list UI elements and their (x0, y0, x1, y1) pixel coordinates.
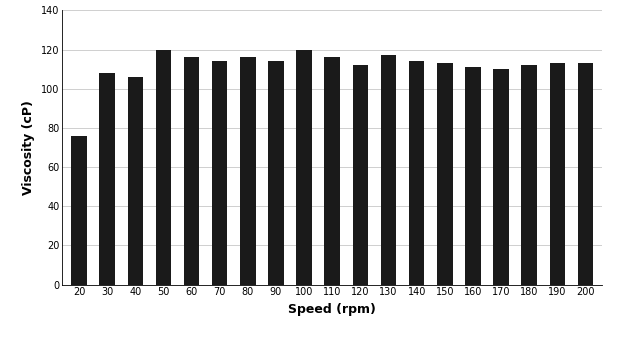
Bar (493, 69, 509, 285)
Y-axis label: Viscosity (cP): Viscosity (cP) (22, 100, 35, 195)
X-axis label: Speed (rpm): Speed (rpm) (288, 303, 376, 316)
Bar (465, 67, 481, 285)
Bar (437, 63, 453, 285)
Bar (71, 136, 87, 285)
Bar (381, 56, 396, 285)
Bar (268, 61, 284, 285)
Bar (240, 57, 256, 285)
Bar (296, 50, 312, 285)
Bar (212, 61, 227, 285)
Bar (353, 65, 368, 285)
Bar (550, 63, 565, 285)
Bar (184, 57, 199, 285)
Bar (127, 77, 143, 285)
Bar (325, 57, 340, 285)
Bar (578, 63, 593, 285)
Bar (156, 50, 171, 285)
Bar (522, 65, 537, 285)
Bar (409, 61, 424, 285)
Bar (99, 73, 115, 285)
